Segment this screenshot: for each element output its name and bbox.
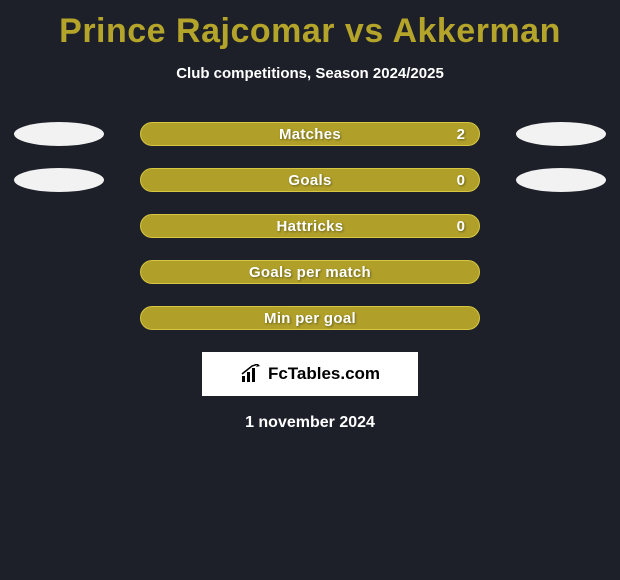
logo-text: FcTables.com bbox=[268, 364, 380, 384]
stats-area: Matches 2 Goals 0 Hattricks 0 Goals per … bbox=[0, 122, 620, 330]
chart-icon bbox=[240, 364, 264, 384]
stat-bar: Goals per match bbox=[140, 260, 480, 284]
stat-value: 0 bbox=[457, 172, 465, 189]
player-right-avatar bbox=[516, 168, 606, 192]
stat-bar: Hattricks 0 bbox=[140, 214, 480, 238]
stat-bar: Goals 0 bbox=[140, 168, 480, 192]
page-title: Prince Rajcomar vs Akkerman bbox=[0, 0, 620, 51]
stat-label: Hattricks bbox=[277, 218, 344, 235]
date-label: 1 november 2024 bbox=[0, 414, 620, 432]
stat-row-hattricks: Hattricks 0 bbox=[0, 214, 620, 238]
stat-value: 0 bbox=[457, 218, 465, 235]
stat-bar: Min per goal bbox=[140, 306, 480, 330]
stat-label: Min per goal bbox=[264, 310, 356, 327]
subtitle: Club competitions, Season 2024/2025 bbox=[0, 65, 620, 82]
stat-value: 2 bbox=[457, 126, 465, 143]
stat-label: Goals per match bbox=[249, 264, 371, 281]
player-left-avatar bbox=[14, 168, 104, 192]
stat-row-matches: Matches 2 bbox=[0, 122, 620, 146]
player-left-avatar bbox=[14, 122, 104, 146]
stat-label: Goals bbox=[288, 172, 331, 189]
stat-row-goals: Goals 0 bbox=[0, 168, 620, 192]
stat-bar: Matches 2 bbox=[140, 122, 480, 146]
stat-row-goals-per-match: Goals per match bbox=[0, 260, 620, 284]
player-right-avatar bbox=[516, 122, 606, 146]
stat-label: Matches bbox=[279, 126, 341, 143]
stat-row-min-per-goal: Min per goal bbox=[0, 306, 620, 330]
fctables-logo[interactable]: FcTables.com bbox=[202, 352, 418, 396]
